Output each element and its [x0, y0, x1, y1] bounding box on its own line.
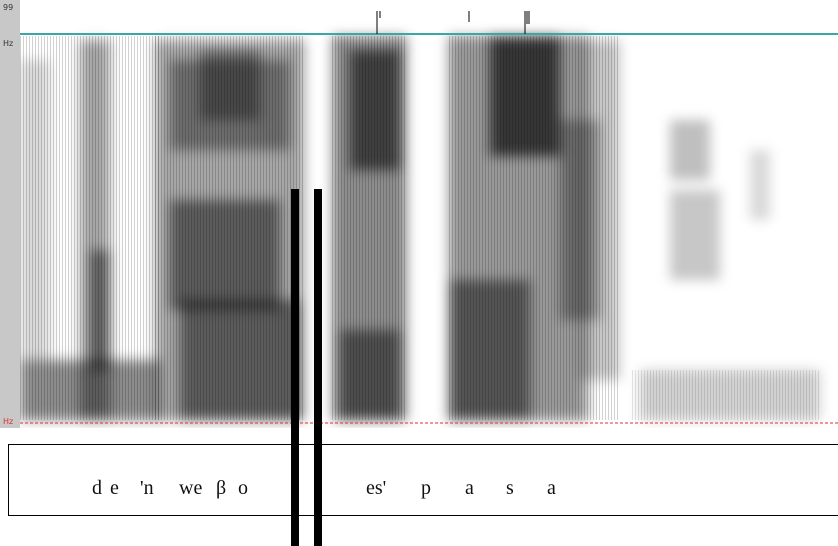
- segment-d: d: [92, 477, 102, 499]
- segment-a2: a: [547, 477, 556, 499]
- frequency-axis: 99 Hz Hz: [0, 0, 21, 428]
- segment-s: s: [506, 477, 514, 499]
- segment-beta: β: [216, 477, 227, 499]
- axis-max-label: 99: [3, 3, 14, 12]
- segment-we: we: [179, 477, 203, 499]
- axis-max-unit-label: Hz: [3, 39, 14, 48]
- axis-min-unit-label: Hz: [3, 417, 14, 426]
- boundary-bar-left[interactable]: [291, 189, 299, 546]
- boundary-bar-right[interactable]: [314, 189, 322, 546]
- segment-n: 'n: [140, 477, 154, 499]
- segment-e: e: [110, 477, 119, 499]
- segment-a1: a: [465, 477, 474, 499]
- segment-p: p: [421, 477, 431, 499]
- spectrogram-view[interactable]: [20, 0, 838, 428]
- transcription-tier[interactable]: [8, 444, 838, 516]
- segment-o: o: [238, 477, 248, 499]
- segment-es: es': [366, 477, 387, 499]
- spectrogram-canvas: [20, 11, 838, 424]
- pitch-ticks: [376, 11, 530, 34]
- spectral-striations: [20, 36, 820, 420]
